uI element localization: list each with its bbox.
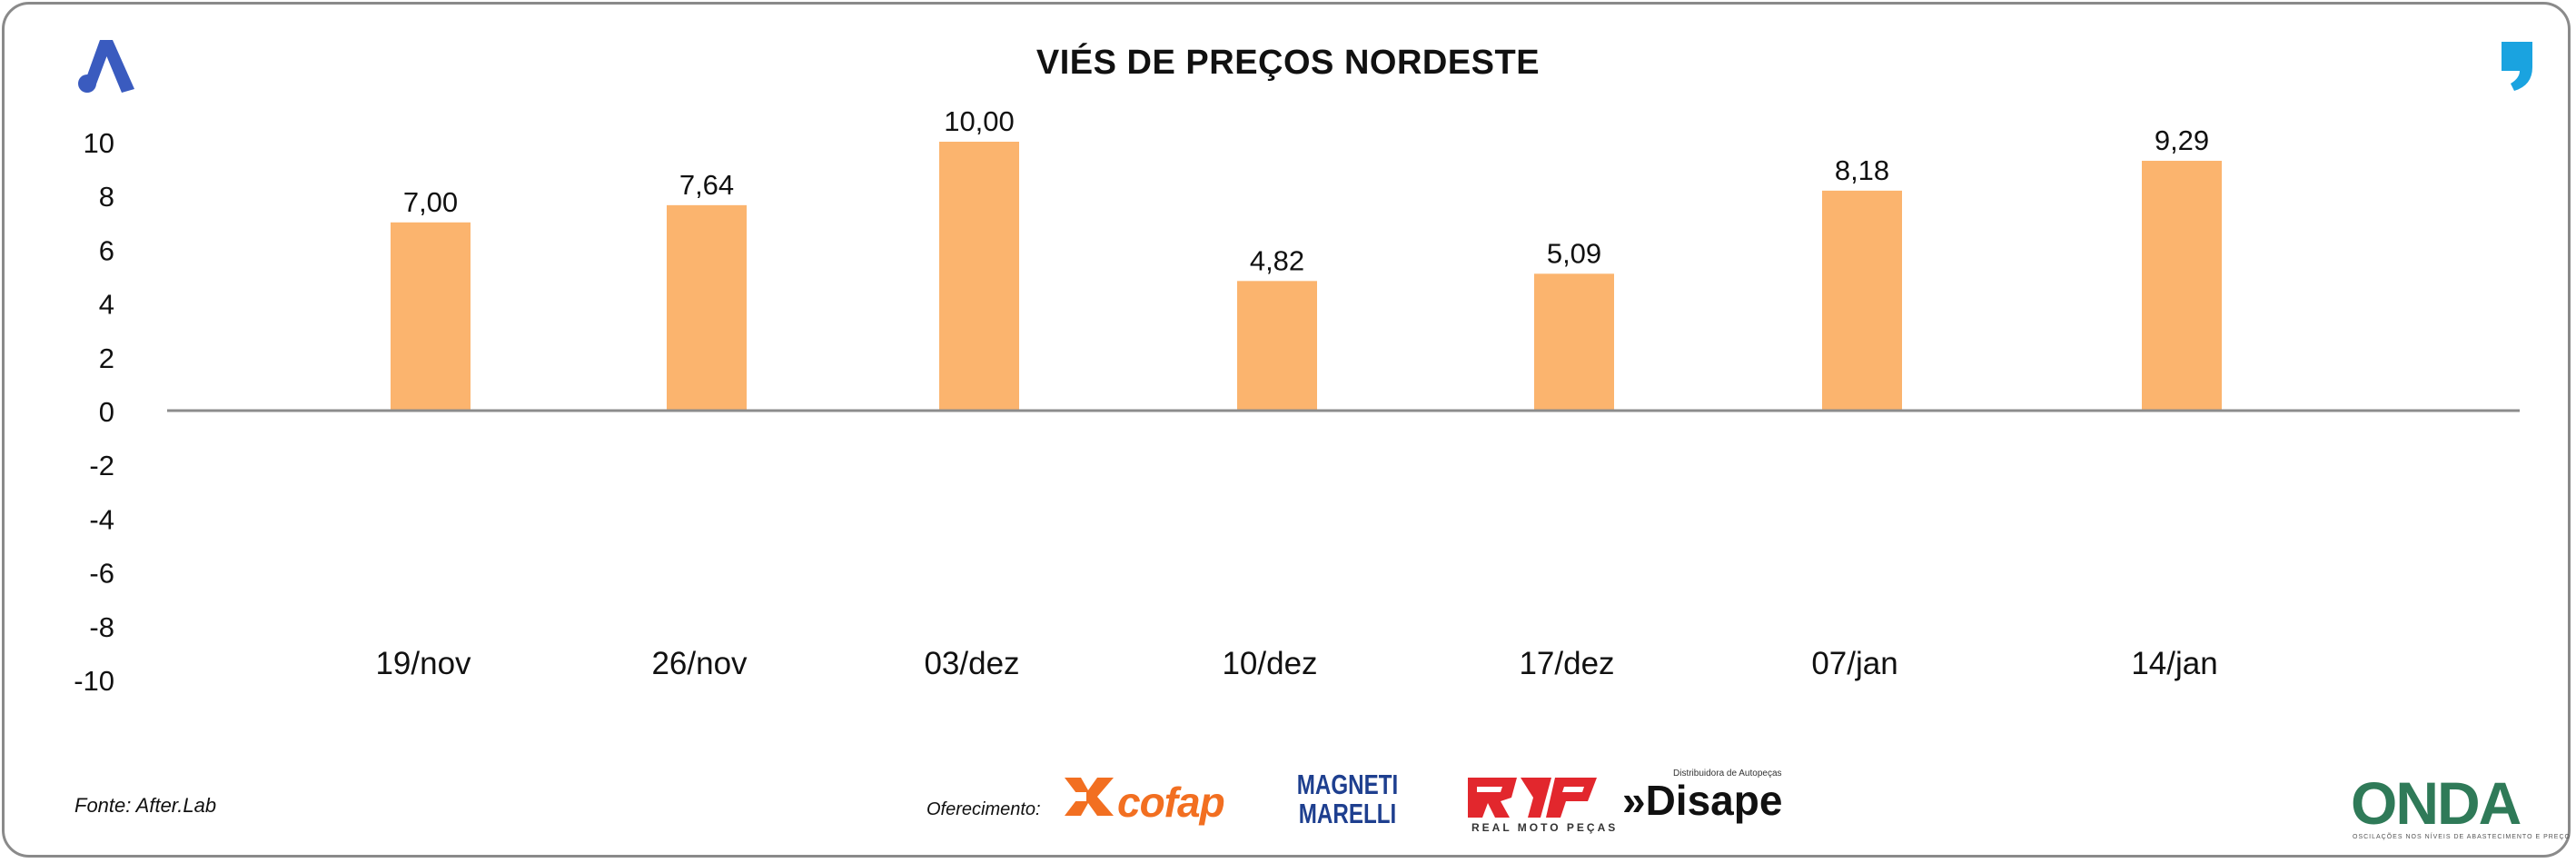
cofap-wordmark: cofap bbox=[1117, 779, 1225, 826]
bar bbox=[939, 142, 1019, 411]
rmp-subtitle: REAL MOTO PEÇAS bbox=[1471, 821, 1619, 834]
disape-wordmark: »Disape bbox=[1622, 777, 1783, 824]
chart-title: VIÉS DE PREÇOS NORDESTE bbox=[1035, 44, 1541, 82]
disape-subtitle: Distribuidora de Autopeças bbox=[1673, 769, 1782, 779]
x-tick-label: 26/nov bbox=[651, 646, 748, 681]
y-tick-label: 8 bbox=[99, 181, 114, 213]
brand-a-logo-icon bbox=[78, 40, 134, 93]
data-label: 5,09 bbox=[1547, 237, 1601, 269]
y-tick-label: 0 bbox=[99, 396, 114, 428]
data-label: 7,64 bbox=[679, 169, 734, 201]
bar bbox=[391, 222, 471, 411]
data-label: 8,18 bbox=[1835, 154, 1889, 186]
sponsor-label: Oferecimento: bbox=[926, 799, 1041, 819]
bar bbox=[1237, 281, 1317, 411]
data-label: 4,82 bbox=[1250, 244, 1304, 276]
cofap-logo: cofap bbox=[1061, 774, 1225, 826]
disape-logo: Distribuidora de Autopeças »Disape bbox=[1622, 769, 1783, 825]
rmp-logo: REAL MOTO PEÇAS bbox=[1464, 774, 1615, 834]
x-tick-label: 14/jan bbox=[2131, 646, 2217, 681]
y-tick-label: 10 bbox=[84, 127, 114, 159]
onda-subtitle: OSCILAÇÕES NOS NÍVEIS DE ABASTECIMENTO E… bbox=[2353, 834, 2571, 840]
cofap-x-icon bbox=[1065, 778, 1114, 816]
x-tick-label: 19/nov bbox=[375, 646, 471, 681]
data-label: 10,00 bbox=[944, 105, 1015, 137]
rmp-mark-icon bbox=[1468, 778, 1597, 818]
data-label: 7,00 bbox=[403, 186, 458, 218]
y-tick-label: -2 bbox=[89, 450, 114, 481]
y-tick-label: 6 bbox=[99, 234, 114, 266]
y-tick-label: -10 bbox=[74, 665, 114, 697]
y-tick-label: -8 bbox=[89, 611, 114, 643]
magneti-line1: MAGNETI bbox=[1296, 769, 1399, 800]
bar bbox=[1822, 190, 1902, 411]
bar bbox=[1534, 273, 1614, 411]
onda-wordmark: ONDA bbox=[2351, 769, 2522, 837]
magneti-marelli-logo: MAGNETI MARELLI bbox=[1294, 770, 1401, 828]
bar bbox=[2142, 161, 2222, 412]
y-tick-label: 2 bbox=[99, 342, 114, 374]
y-tick-label: 4 bbox=[99, 289, 114, 321]
magneti-line2: MARELLI bbox=[1298, 798, 1397, 829]
x-tick-label: 10/dez bbox=[1222, 646, 1317, 681]
bar-chart: 10 8 6 4 2 0 -2 -4 -6 -8 -10 7,00 7,64 10,00 4,82 5,09 8… bbox=[74, 105, 2520, 697]
onda-logo: ONDA OSCILAÇÕES NOS NÍVEIS DE ABASTECIME… bbox=[2351, 769, 2570, 840]
y-tick-label: -6 bbox=[89, 558, 114, 590]
y-tick-label: -4 bbox=[89, 503, 114, 535]
quote-logo-icon bbox=[2502, 42, 2532, 91]
x-tick-label: 03/dez bbox=[924, 646, 1019, 681]
data-label: 9,29 bbox=[2155, 124, 2209, 156]
source-note: Fonte: After.Lab bbox=[74, 794, 217, 817]
bar bbox=[667, 204, 747, 411]
x-tick-label: 07/jan bbox=[1811, 646, 1897, 681]
x-tick-label: 17/dez bbox=[1519, 646, 1614, 681]
